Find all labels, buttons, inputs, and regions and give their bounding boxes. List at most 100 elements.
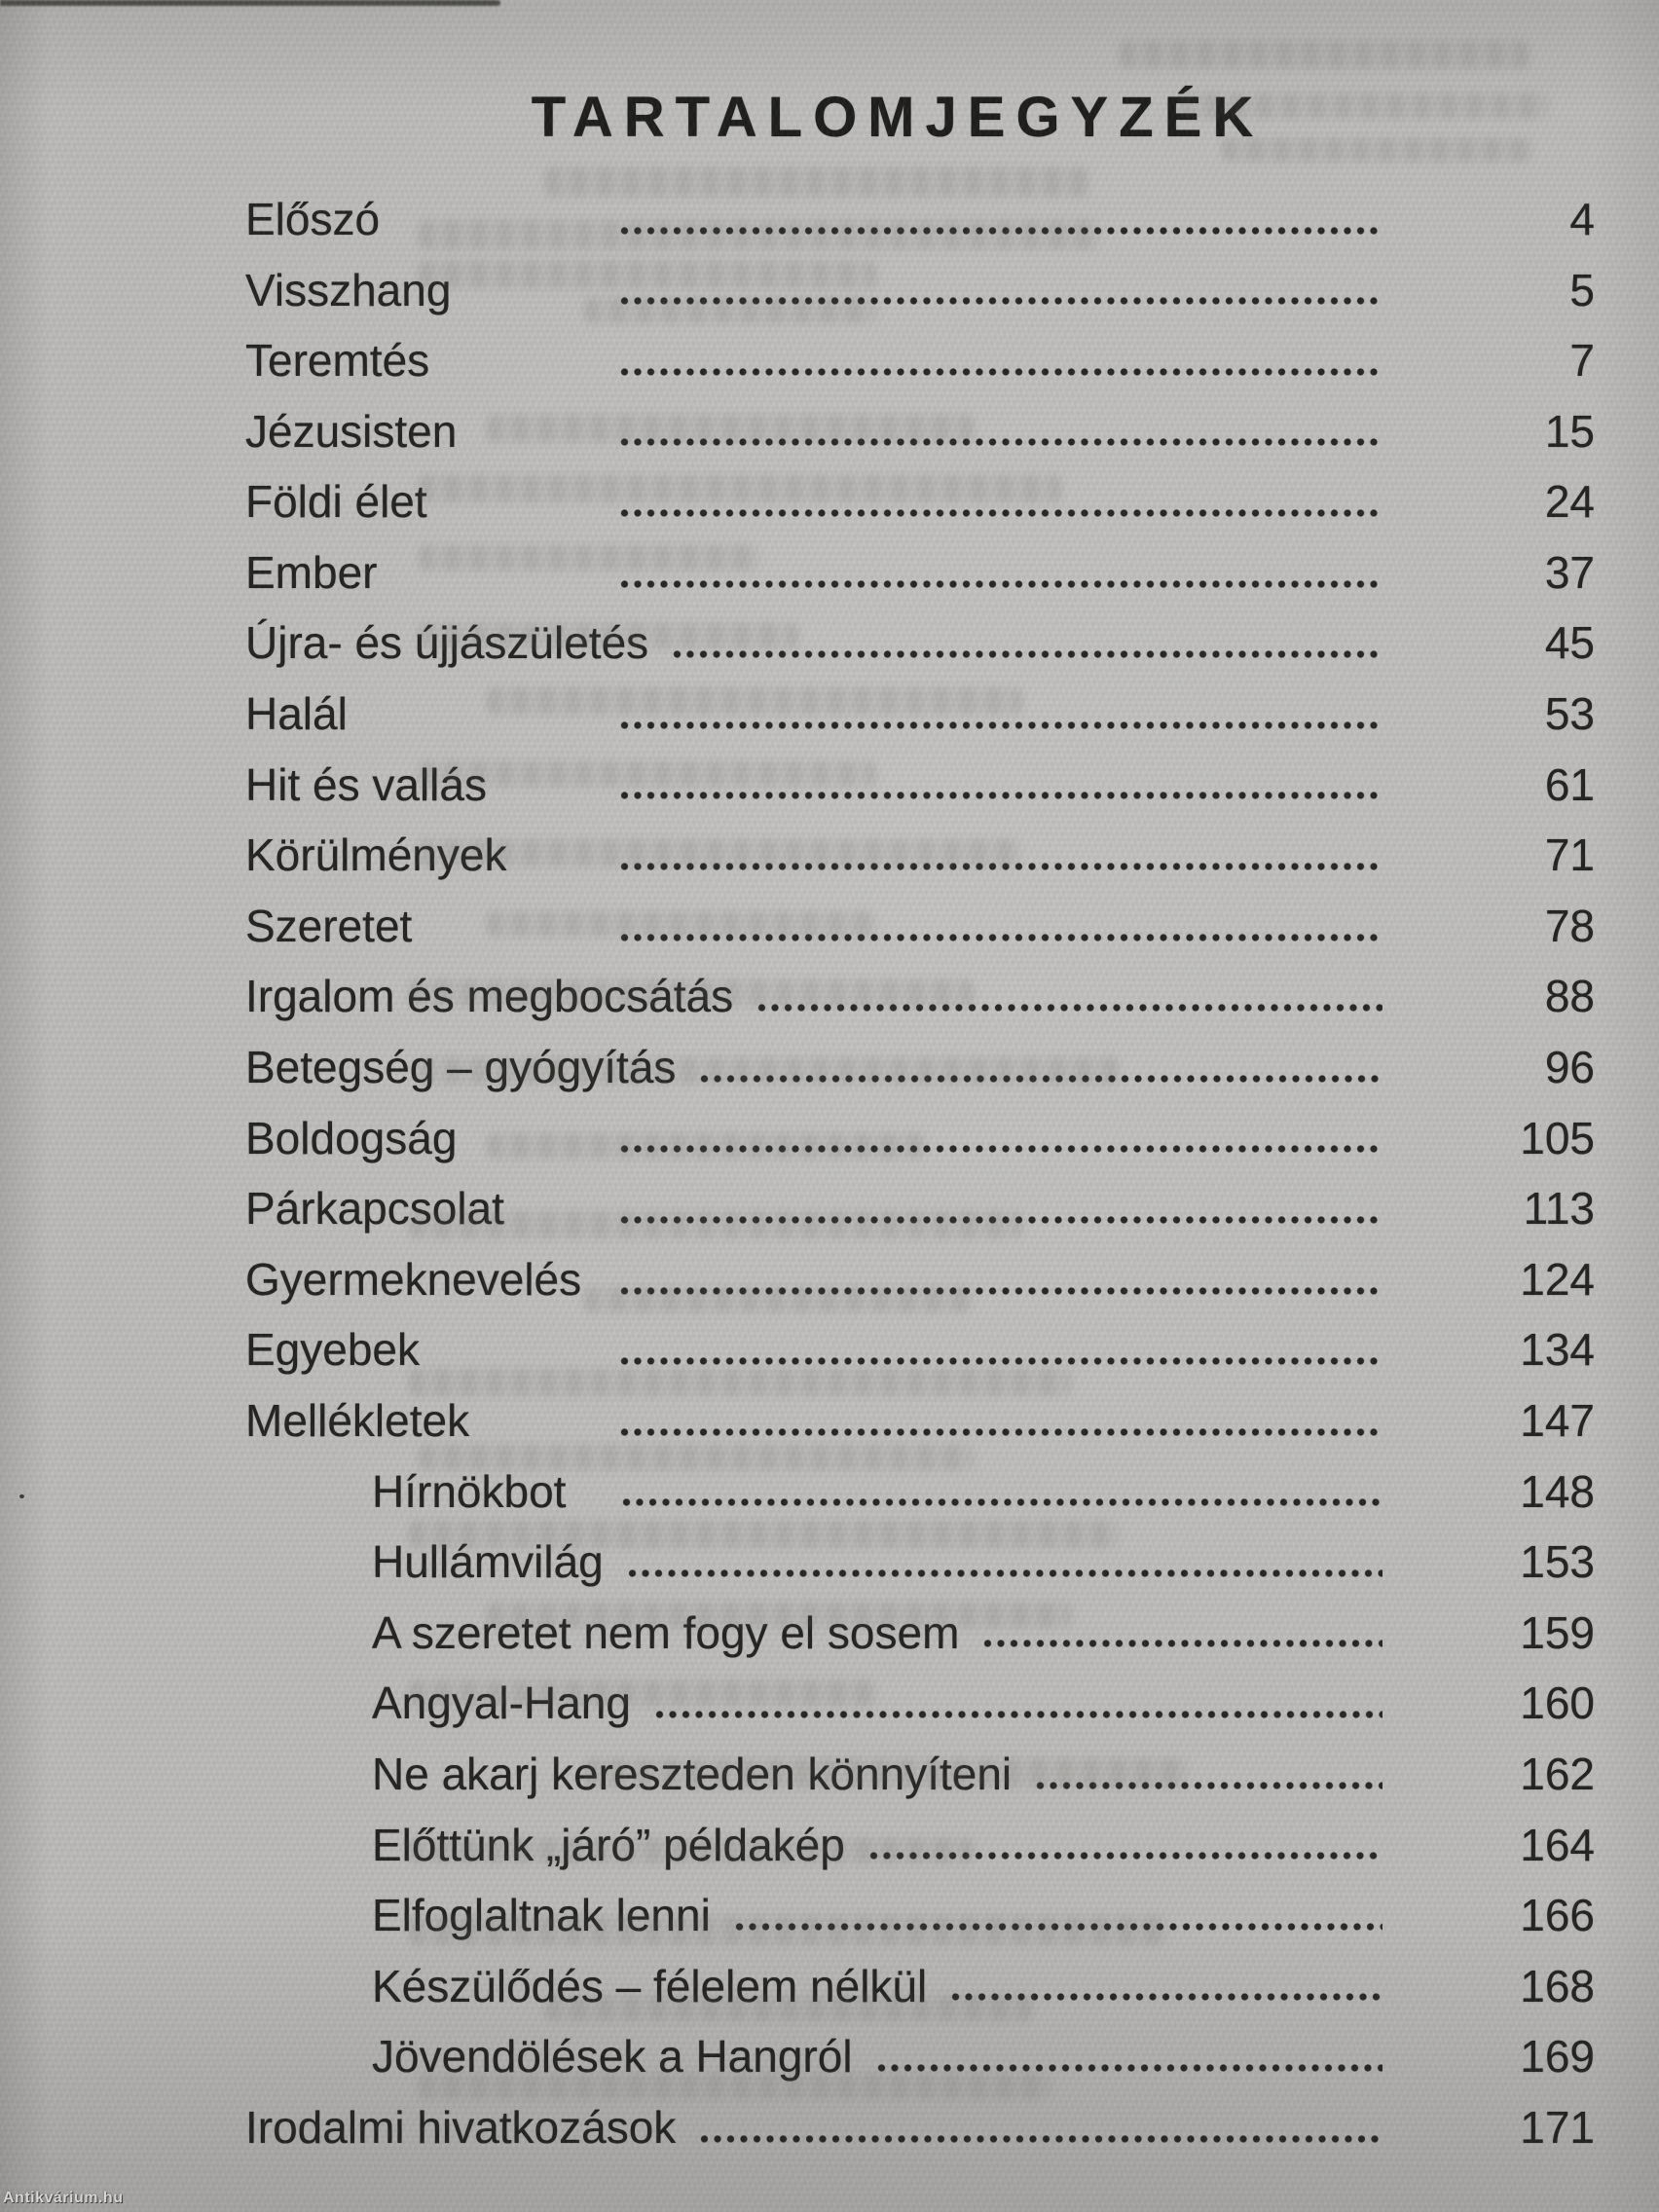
dot-leader bbox=[620, 1285, 1382, 1296]
toc-entry-page-number: 147 bbox=[1520, 1395, 1595, 1447]
toc-entry: Körülmények 71 bbox=[0, 809, 1659, 880]
toc-entry-page-number: 171 bbox=[1520, 2101, 1595, 2153]
toc-entry-label: Párkapcsolat bbox=[245, 1183, 504, 1235]
toc-entry: Hírnökbot 148 bbox=[0, 1446, 1659, 1517]
toc-entry-label: Angyal-Hang bbox=[372, 1677, 631, 1729]
toc-entry-label: Jövendölések a Hangról bbox=[372, 2031, 853, 2083]
toc-entry: Angyal-Hang 160 bbox=[0, 1657, 1659, 1728]
dot-leader bbox=[700, 1073, 1382, 1084]
dot-leader bbox=[622, 1497, 1382, 1508]
toc-entry-label: Földi élet bbox=[245, 476, 427, 528]
toc-entry-page-number: 61 bbox=[1544, 758, 1595, 810]
dot-leader bbox=[700, 2133, 1382, 2144]
toc-entry-page-number: 134 bbox=[1520, 1324, 1595, 1376]
antikvarium-watermark: Antikvárium.hu bbox=[3, 2190, 124, 2206]
toc-entry: Előttünk „járó” példakép 164 bbox=[0, 1799, 1659, 1870]
toc-entry: Halál 53 bbox=[0, 668, 1659, 739]
dot-leader bbox=[620, 507, 1382, 518]
toc-entry-page-number: 159 bbox=[1520, 1606, 1595, 1658]
toc-entry-page-number: 53 bbox=[1544, 688, 1595, 740]
toc-entry-label: Irgalom és megbocsátás bbox=[245, 971, 734, 1022]
toc-entry-page-number: 124 bbox=[1520, 1253, 1595, 1305]
toc-entry-label: Egyebek bbox=[245, 1324, 421, 1376]
dot-leader bbox=[951, 1992, 1382, 2003]
dot-leader bbox=[620, 719, 1382, 730]
toc-entry: Elfoglaltnak lenni 166 bbox=[0, 1869, 1659, 1940]
toc-entry-label: Gyermeknevelés bbox=[245, 1253, 582, 1305]
toc-entry: Mellékletek 147 bbox=[0, 1375, 1659, 1446]
dot-leader bbox=[620, 578, 1382, 589]
scan-speck bbox=[1556, 855, 1559, 858]
toc-entry-page-number: 5 bbox=[1569, 264, 1595, 315]
dot-leader bbox=[983, 1639, 1382, 1649]
dot-leader bbox=[620, 861, 1382, 871]
toc-entry-label: Halál bbox=[245, 688, 348, 740]
toc-entry: Hullámvilág 153 bbox=[0, 1516, 1659, 1587]
page-title: TARTALOMJEGYZÉK bbox=[531, 85, 1265, 149]
bleedthrough-smudge bbox=[1120, 41, 1529, 68]
toc-entry-label: Irodalmi hivatkozások bbox=[245, 2101, 677, 2153]
toc-entry-label: Készülődés – félelem nélkül bbox=[372, 1960, 928, 2011]
toc-entry-label: Jézusisten bbox=[245, 405, 458, 457]
toc-entry-page-number: 7 bbox=[1569, 335, 1595, 387]
toc-entry-page-number: 169 bbox=[1520, 2031, 1595, 2083]
toc-entry-label: Ember bbox=[245, 546, 378, 598]
toc-entry-label: Újra- és újjászületés bbox=[245, 617, 649, 669]
toc-entry-page-number: 164 bbox=[1520, 1819, 1595, 1870]
toc-entry-label: Teremtés bbox=[245, 335, 430, 387]
toc-entry-label: Visszhang bbox=[245, 264, 452, 315]
scan-edge-artifact bbox=[0, 0, 500, 6]
dot-leader bbox=[1036, 1780, 1382, 1790]
dot-leader bbox=[620, 437, 1382, 448]
toc-entry-page-number: 96 bbox=[1544, 1042, 1595, 1093]
dot-leader bbox=[673, 649, 1382, 660]
toc-entry-page-number: 162 bbox=[1520, 1748, 1595, 1799]
dot-leader bbox=[868, 1851, 1382, 1862]
toc-entry-page-number: 24 bbox=[1544, 476, 1595, 528]
toc-entry: Szeretet 78 bbox=[0, 880, 1659, 951]
scan-speck bbox=[19, 1494, 24, 1498]
toc-entry: Jézusisten 15 bbox=[0, 386, 1659, 457]
toc-entry: Betegség – gyógyítás 96 bbox=[0, 1021, 1659, 1092]
toc-entry: A szeretet nem fogy el sosem 159 bbox=[0, 1587, 1659, 1658]
toc-entry-label: Elfoglaltnak lenni bbox=[372, 1890, 711, 1941]
toc-entry-label: Boldogság bbox=[245, 1112, 458, 1163]
toc-entry: Irgalom és megbocsátás 88 bbox=[0, 951, 1659, 1022]
toc-entry: Földi élet 24 bbox=[0, 456, 1659, 527]
toc-entry: Visszhang 5 bbox=[0, 244, 1659, 315]
toc-entry-page-number: 37 bbox=[1544, 546, 1595, 598]
toc-entry-label: Szeretet bbox=[245, 900, 413, 951]
dot-leader bbox=[620, 1144, 1382, 1155]
toc-entry-page-number: 15 bbox=[1544, 405, 1595, 457]
toc-entry: Irodalmi hivatkozások 171 bbox=[0, 2082, 1659, 2153]
toc-entry: Készülődés – félelem nélkül 168 bbox=[0, 1940, 1659, 2011]
dot-leader bbox=[620, 932, 1382, 942]
dot-leader bbox=[734, 1921, 1382, 1932]
dot-leader bbox=[627, 1567, 1382, 1578]
toc-entry: Teremtés 7 bbox=[0, 314, 1659, 386]
toc-entry-page-number: 88 bbox=[1544, 971, 1595, 1022]
toc-entry-label: Hullámvilág bbox=[372, 1536, 604, 1588]
toc-entry-page-number: 160 bbox=[1520, 1677, 1595, 1729]
toc-entry: Ne akarj kereszteden könnyíteni 162 bbox=[0, 1728, 1659, 1799]
dot-leader bbox=[654, 1710, 1382, 1720]
dot-leader bbox=[620, 225, 1382, 236]
toc-entry: Hit és vallás 61 bbox=[0, 739, 1659, 810]
toc-entry-label: Előszó bbox=[245, 193, 381, 244]
toc-entry-label: A szeretet nem fogy el sosem bbox=[372, 1606, 960, 1658]
dot-leader bbox=[620, 791, 1382, 801]
toc-entry-label: Körülmények bbox=[245, 830, 507, 881]
toc-entry: Gyermeknevelés 124 bbox=[0, 1234, 1659, 1305]
toc-entry-page-number: 166 bbox=[1520, 1890, 1595, 1941]
toc-entry-label: Hit és vallás bbox=[245, 758, 487, 810]
table-of-contents: Előszó 4 Visszhang 5 Teremtés 7 Jézusisten 15 Fö… bbox=[0, 173, 1659, 2153]
dot-leader bbox=[620, 1214, 1382, 1225]
toc-entry: Egyebek 134 bbox=[0, 1305, 1659, 1376]
toc-entry-page-number: 45 bbox=[1544, 617, 1595, 669]
toc-entry-page-number: 153 bbox=[1520, 1536, 1595, 1588]
toc-entry-label: Előttünk „járó” példakép bbox=[372, 1819, 845, 1870]
dot-leader bbox=[620, 296, 1382, 307]
toc-entry: Ember 37 bbox=[0, 527, 1659, 598]
toc-entry: Jövendölések a Hangról 169 bbox=[0, 2010, 1659, 2082]
